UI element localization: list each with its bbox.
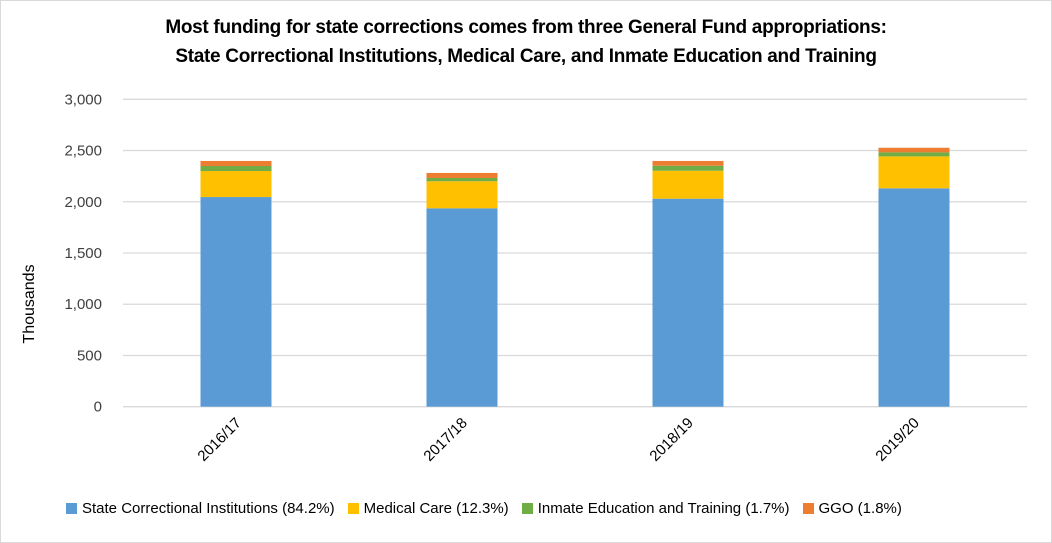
y-tick-label: 1,000	[64, 296, 102, 313]
bar-segment	[652, 170, 724, 199]
y-tick-label: 2,500	[64, 143, 102, 160]
bar-segment	[652, 165, 724, 171]
y-tick-label: 1,500	[64, 245, 102, 262]
chart-subtitle: State Correctional Institutions, Medical…	[175, 46, 877, 67]
y-tick-label: 3,000	[64, 91, 102, 108]
bar-segment	[200, 197, 272, 407]
y-axis-ticks: 0 500 1,000 1,500 2,000 2,500 3,000	[64, 91, 102, 415]
y-tick-label: 0	[94, 399, 102, 416]
x-category-label: 2019/20	[872, 415, 922, 465]
y-tick-label: 2,000	[64, 194, 102, 211]
bar-segment	[878, 188, 950, 407]
legend-item: Inmate Education and Training (1.7%)	[521, 500, 790, 517]
y-tick-label: 500	[77, 347, 102, 364]
y-axis-label: Thousands	[21, 264, 38, 343]
x-axis-categories: 2016/17 2017/18 2018/19 2019/20	[194, 415, 922, 465]
legend-label: GGO (1.8%)	[818, 500, 902, 517]
bar-segment	[652, 198, 724, 407]
x-category-label: 2016/17	[194, 415, 244, 465]
gridlines	[123, 98, 1027, 408]
legend-item: Medical Care (12.3%)	[347, 500, 509, 517]
bar-segment	[426, 177, 498, 182]
bar-segment	[878, 152, 950, 157]
legend-swatch	[347, 503, 359, 514]
bar-segment	[426, 172, 498, 178]
legend-label: Medical Care (12.3%)	[363, 500, 509, 517]
bar-segment	[878, 156, 950, 189]
legend-swatch	[802, 503, 814, 514]
legend: State Correctional Institutions (84.2%) M…	[66, 500, 915, 517]
bars	[200, 147, 950, 407]
legend-label: State Correctional Institutions (84.2%)	[82, 500, 335, 517]
bar-segment	[200, 166, 272, 172]
x-category-label: 2017/18	[420, 415, 470, 465]
legend-item: GGO (1.8%)	[802, 500, 902, 517]
bar-segment	[200, 171, 272, 198]
bar-segment	[426, 208, 498, 407]
bar-segment	[652, 160, 724, 166]
x-category-label: 2018/19	[646, 415, 696, 465]
bar-segment	[878, 147, 950, 153]
bar-segment	[200, 160, 272, 167]
bar-segment	[426, 181, 498, 209]
chart-title: Most funding for state corrections comes…	[165, 17, 887, 38]
legend-item: State Correctional Institutions (84.2%)	[66, 500, 335, 517]
legend-label: Inmate Education and Training (1.7%)	[537, 500, 790, 517]
legend-swatch	[521, 503, 533, 514]
legend-swatch	[66, 503, 77, 514]
